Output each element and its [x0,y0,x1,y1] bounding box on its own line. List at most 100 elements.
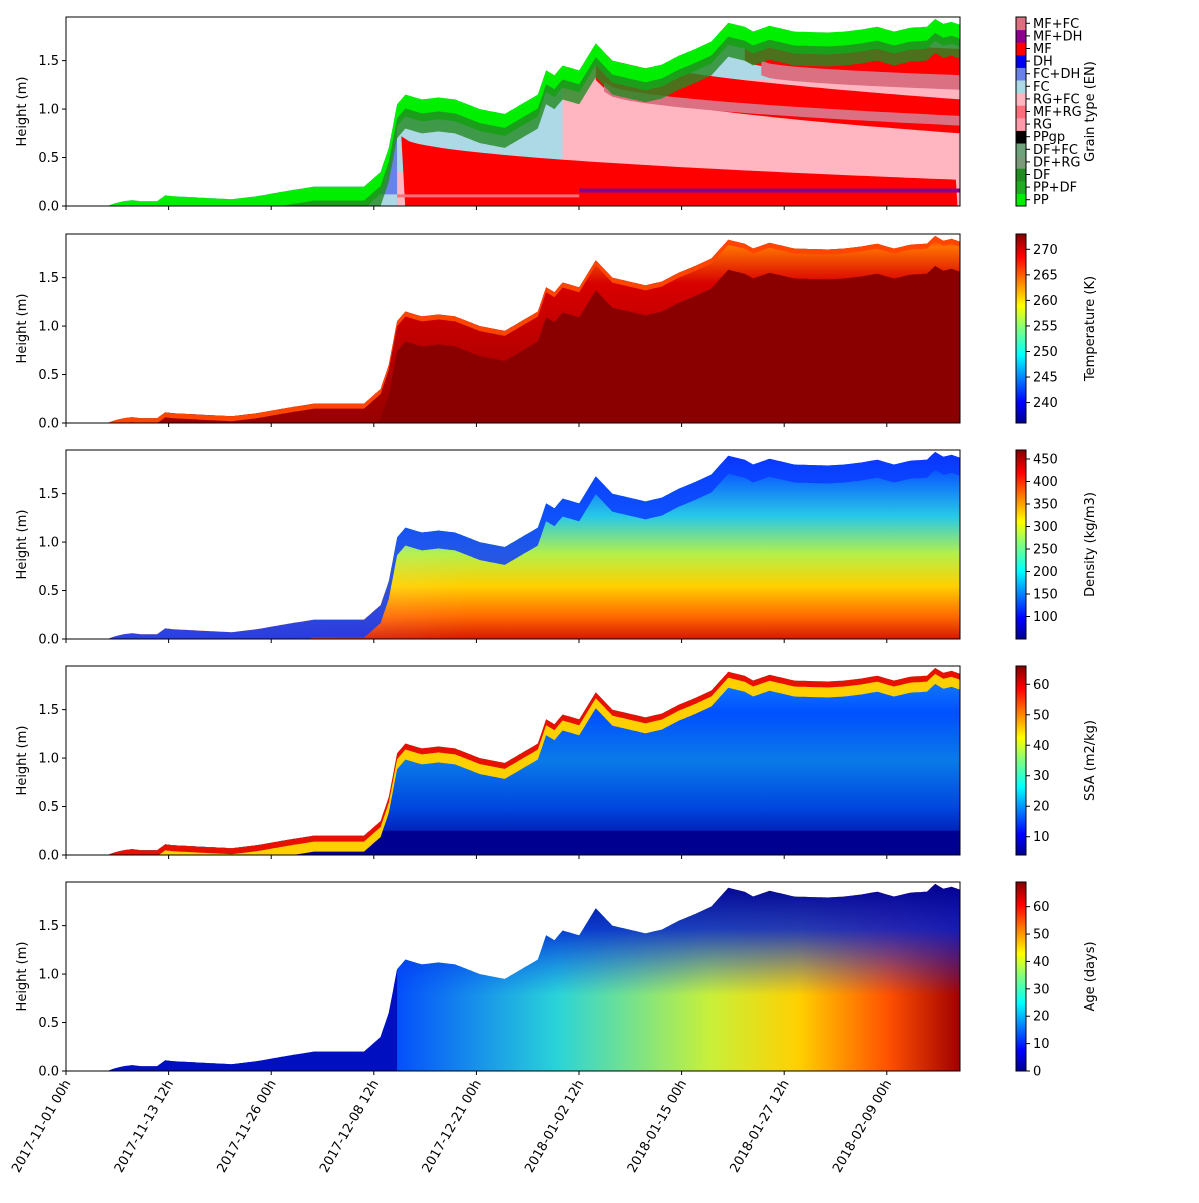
x-tick-label: 2018-01-02 12h [522,1078,587,1176]
colorbar-tick-label: 10 [1033,830,1050,845]
y-tick-label: 0.0 [38,633,59,648]
colorbar-swatch [1016,29,1026,43]
x-tick-label: 2017-12-08 12h [317,1078,382,1176]
snowpack-field [66,883,960,1071]
y-tick-label: 1.5 [38,54,59,69]
colorbar-tick-label: 30 [1033,982,1050,997]
y-tick-label: 1.0 [38,968,59,983]
colorbar-tick-label: MF [1033,42,1052,57]
colorbar-tick-label: 40 [1033,955,1050,970]
colorbar-tick-label: MF+RG [1033,105,1082,120]
panel-ssa: 0.0 0.5 1.0 1.5 Height (m) 10 20 30 40 50 60 SSA (m… [15,665,1098,864]
plot-frame [65,233,961,424]
colorbar-tick-label: MF+FC [1033,17,1079,32]
colorbar-tick-label: 20 [1033,1010,1050,1025]
colorbar-tick-label: 20 [1033,800,1050,815]
y-tick-label: 1.5 [38,919,59,934]
colorbar-swatch [1016,17,1026,31]
colorbar-tick-label: 50 [1033,928,1050,943]
colorbar-swatch [1016,155,1026,169]
colorbar-tick-label: PP+DF [1033,181,1077,196]
plot-frame [65,16,961,207]
colorbar-tick-label: 350 [1033,498,1058,513]
colorbar-swatch [1016,54,1026,68]
y-axis-label: Height (m) [15,942,30,1012]
colorbar-tick-label: PP [1033,193,1049,208]
plot-frame [65,449,961,640]
colorbar-tick-label: 40 [1033,739,1050,754]
colorbar-tick-label: RG [1033,118,1052,133]
y-tick-label: 0.5 [38,368,59,383]
y-tick-label: 1.0 [38,752,59,767]
y-tick-label: 0.5 [38,800,59,815]
panel-density: 0.0 0.5 1.0 1.5 Height (m) 100 150 200 250 300 350… [15,449,1098,648]
y-tick-label: 0.5 [38,1016,59,1031]
colorbar-gradient [1016,450,1026,639]
colorbar-tick-label: RG+FC [1033,92,1080,107]
colorbar-tick-label: FC [1033,80,1050,95]
colorbar-swatch [1016,80,1026,94]
colorbar-temperature: 240 245 250 255 260 265 270 Temperature (K) [1015,233,1098,424]
colorbar-tick-label: 0 [1033,1065,1041,1080]
colorbar-tick-label: 265 [1033,268,1058,283]
snowpack-field [66,235,960,423]
colorbar-tick-label: 200 [1033,565,1058,580]
y-tick-label: 1.0 [38,103,59,118]
colorbar-tick-label: DH [1033,55,1053,70]
colorbar-tick-label: 240 [1033,396,1058,411]
colorbar-grain_type: PPPP+DFDFDF+RGDF+FCPPgpRGMF+RGRG+FCFCFC+… [1015,16,1098,208]
colorbar-tick-label: 150 [1033,588,1058,603]
colorbar-tick-label: MF+DH [1033,29,1082,44]
colorbar-tick-label: 400 [1033,475,1058,490]
y-axis-label: Height (m) [15,77,30,147]
colorbar-gradient [1016,234,1026,423]
colorbar-ssa: 10 20 30 40 50 60 SSA (m2/kg) [1015,665,1098,856]
colorbar-tick-label: 245 [1033,371,1058,386]
colorbar-tick-label: 250 [1033,543,1058,558]
y-axis-label: Height (m) [15,726,30,796]
colorbar-tick-label: 100 [1033,610,1058,625]
colorbar-age: 0 10 20 30 40 50 60 Age (days) [1015,881,1098,1080]
colorbar-swatch [1016,67,1026,81]
panel-temperature: 0.0 0.5 1.0 1.5 Height (m) 240 245 250 255 260 265… [15,233,1098,432]
colorbar-label: Temperature (K) [1083,276,1098,382]
snowpack-field [66,667,960,855]
colorbar-label: Age (days) [1083,941,1098,1011]
colorbar-tick-label: 60 [1033,678,1050,693]
x-tick-label: 2017-11-26 00h [214,1078,279,1176]
y-tick-label: 0.0 [38,849,59,864]
y-tick-label: 0.0 [38,200,59,215]
colorbar-swatch [1016,117,1026,131]
colorbar-tick-label: 270 [1033,243,1058,258]
x-tick-label: 2017-11-01 00h [9,1078,74,1176]
y-tick-label: 1.5 [38,703,59,718]
x-tick-label: 2018-01-15 00h [625,1078,690,1176]
colorbar-label: SSA (m2/kg) [1083,720,1098,801]
y-tick-label: 1.0 [38,536,59,551]
colorbar-tick-label: DF [1033,168,1051,183]
colorbar-gradient [1016,666,1026,855]
colorbar-swatch [1016,42,1026,56]
y-tick-label: 0.5 [38,584,59,599]
y-tick-label: 1.0 [38,320,59,335]
plot-frame [65,881,961,1072]
colorbar-tick-label: 260 [1033,294,1058,309]
x-tick-label: 2017-11-13 12h [112,1078,177,1176]
x-tick-label: 2017-12-21 00h [420,1078,485,1176]
colorbar-tick-label: 30 [1033,769,1050,784]
y-tick-label: 0.0 [38,1065,59,1080]
colorbar-tick-label: 300 [1033,520,1058,535]
plot-frame [65,665,961,856]
colorbar-swatch [1016,105,1026,119]
colorbar-swatch [1016,180,1026,194]
colorbar-label: Grain type (EN) [1083,61,1098,162]
snowpack-field [66,451,960,639]
y-axis-label: Height (m) [15,510,30,580]
colorbar-density: 100 150 200 250 300 350 400 450 Density (kg/m3) [1015,449,1098,640]
colorbar-swatch [1016,130,1026,144]
colorbar-tick-label: DF+FC [1033,143,1078,158]
colorbar-swatch [1016,92,1026,106]
colorbar-tick-label: 10 [1033,1037,1050,1052]
colorbar-label: Density (kg/m3) [1083,492,1098,597]
